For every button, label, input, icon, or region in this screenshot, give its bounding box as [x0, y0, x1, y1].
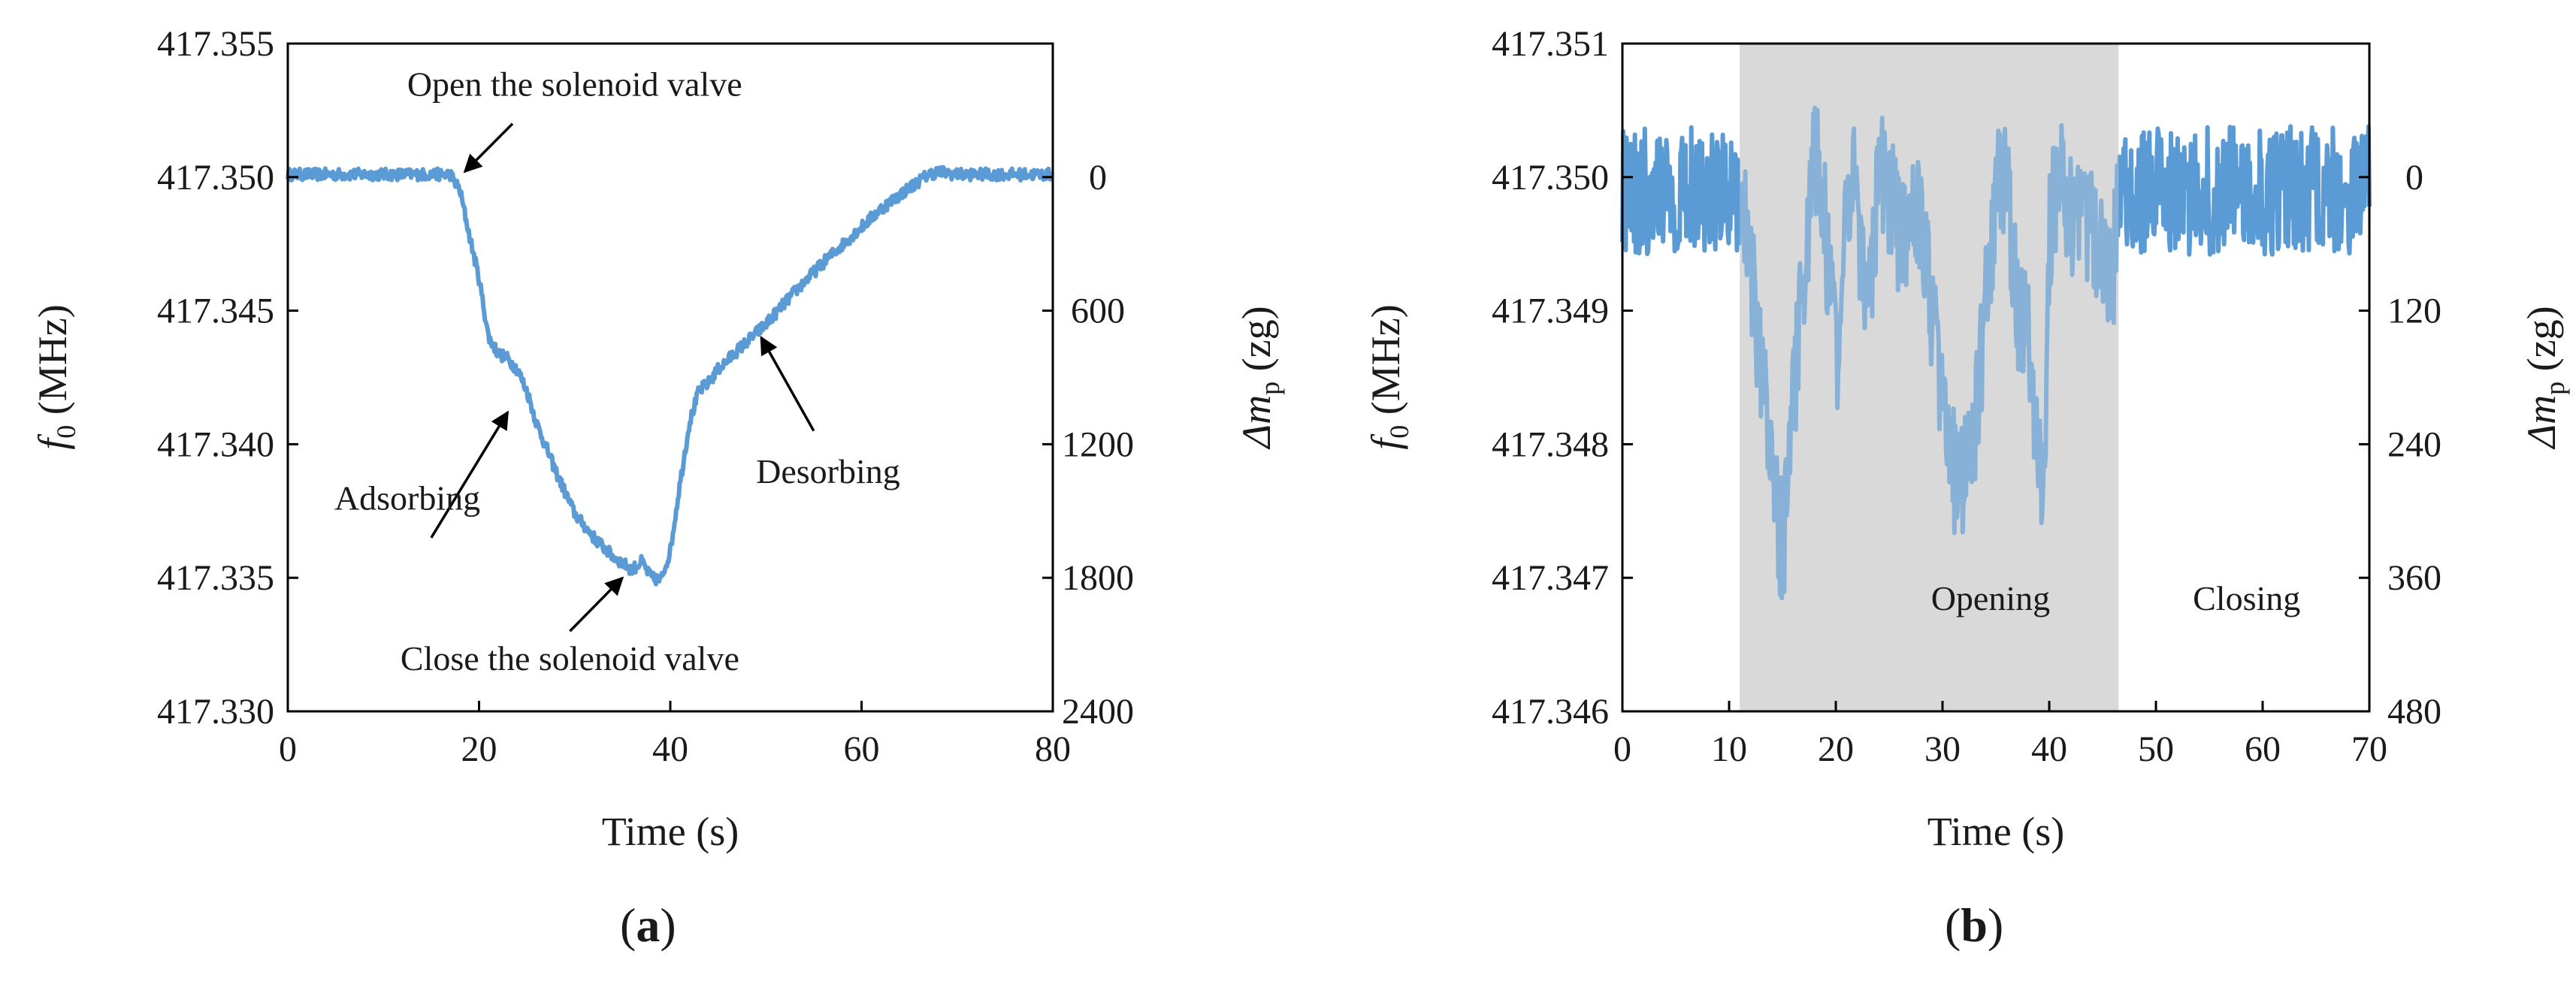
y-tick-label: 417.330 [157, 692, 274, 732]
x-axis-title-b: Time (s) [1927, 809, 2065, 854]
x-tick-label: 30 [1924, 729, 1961, 769]
right-tick-label: 0 [2405, 158, 2423, 198]
plot-frame-a [286, 42, 1054, 713]
y-axis-title-right-b: Δmp (zg) [2519, 306, 2570, 449]
right-tick-label: 360 [2387, 558, 2441, 598]
y-tick-label: 417.347 [1492, 558, 1609, 598]
x-axis-title-a: Time (s) [602, 809, 739, 854]
right-tick-label: 0 [1089, 158, 1107, 198]
annotation-arrow [463, 122, 514, 174]
right-tick-label: 240 [2387, 424, 2441, 464]
y-tick-label: 417.349 [1492, 291, 1609, 331]
y-axis-title-left-b: f0 (MHz) [1363, 304, 1414, 449]
x-tick-label: 80 [1035, 729, 1071, 769]
right-axis-ticks-b: 0 120 240 360 480 [2359, 158, 2441, 732]
x-tick-label: 50 [2138, 729, 2174, 769]
annotations-a: Open the solenoid valve Adsorbing Close th… [334, 65, 900, 678]
panel-label-a: (a) [620, 898, 676, 952]
annotation-arrow [430, 410, 509, 539]
annotation-label: Closing [2193, 579, 2300, 617]
y-tick-label: 417.355 [157, 24, 274, 64]
annotations-b: Opening Closing [1931, 579, 2301, 617]
x-tick-label: 60 [2245, 729, 2281, 769]
y-tick-label: 417.351 [1492, 24, 1609, 64]
y-tick-label: 417.335 [157, 558, 274, 598]
y-tick-label: 417.350 [1492, 158, 1609, 198]
right-tick-label: 120 [2387, 291, 2441, 331]
annotation-label: Close the solenoid valve [401, 639, 739, 678]
right-axis-ticks-a: 0 600 1200 1800 2400 [1042, 158, 1134, 732]
annotation-label: Open the solenoid valve [407, 65, 742, 103]
x-axis-ticks-b: 0 10 20 30 40 50 60 70 [1613, 701, 2387, 769]
y-tick-label: 417.346 [1492, 692, 1609, 732]
y-axis-title-left-a: f0 (MHz) [30, 304, 81, 449]
annotation-label: Adsorbing [334, 479, 480, 518]
chart-panel-b: 417.346 417.347 417.348 417.349 417.350 417.3… [1363, 24, 2570, 952]
annotation-arrow [760, 336, 815, 432]
series-layer-a [286, 165, 1055, 587]
series-layer-b [1620, 105, 2372, 601]
x-tick-label: 20 [461, 729, 497, 769]
x-tick-label: 0 [1613, 729, 1631, 769]
left-axis-ticks-b: 417.346 417.347 417.348 417.349 417.350 417.3… [1492, 24, 1633, 732]
shaded-overlay [1740, 44, 2119, 711]
y-tick-label: 417.348 [1492, 424, 1609, 464]
y-tick-label: 417.345 [157, 291, 274, 331]
right-tick-label: 2400 [1062, 692, 1134, 732]
panel-label-b: (b) [1945, 898, 2003, 952]
x-tick-label: 70 [2351, 729, 2387, 769]
x-tick-label: 40 [2031, 729, 2067, 769]
chart-panel-a: 417.330 417.335 417.340 417.345 417.350 417.3… [30, 24, 1285, 952]
right-tick-label: 480 [2387, 692, 2441, 732]
x-tick-label: 20 [1818, 729, 1854, 769]
left-axis-ticks-a: 417.330 417.335 417.340 417.345 417.350 417.3… [157, 24, 298, 732]
x-axis-ticks-a: 0 20 40 60 80 [279, 701, 1071, 769]
annotation-label: Opening [1931, 579, 2050, 617]
annotation-arrow [569, 576, 624, 632]
data-series-line [286, 165, 1055, 587]
x-tick-label: 60 [844, 729, 880, 769]
x-tick-label: 0 [279, 729, 297, 769]
plot-frame-b [1621, 42, 2371, 713]
right-tick-label: 1200 [1062, 424, 1134, 464]
right-tick-label: 1800 [1062, 558, 1134, 598]
y-axis-title-right-a: Δmp (zg) [1234, 306, 1285, 449]
right-tick-label: 600 [1071, 291, 1125, 331]
annotation-label: Desorbing [756, 452, 900, 490]
x-tick-label: 40 [652, 729, 688, 769]
data-series-line [1620, 105, 2372, 601]
y-tick-label: 417.340 [157, 424, 274, 464]
y-tick-label: 417.350 [157, 158, 274, 198]
x-tick-label: 10 [1711, 729, 1747, 769]
